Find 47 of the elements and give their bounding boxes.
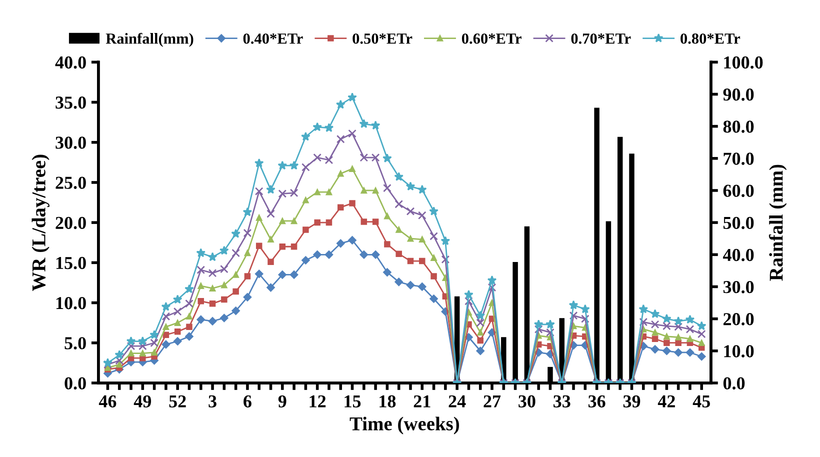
y2-tick-label: 20.0: [724, 313, 754, 326]
legend-label: Rainfall(mm): [106, 32, 194, 47]
y-tick-label: 15.0: [56, 256, 86, 270]
y-tick-label: 5.0: [64, 337, 86, 350]
x-tick-label: 18: [380, 395, 396, 408]
x-tick-label: 3: [208, 395, 216, 408]
legend-label: 0.60*ETr: [462, 33, 522, 44]
x-tick-label: 45: [692, 395, 710, 408]
x-tick-label: 27: [484, 395, 501, 408]
y-tick-label: 30.0: [56, 136, 86, 149]
y2-tick-label: 50.0: [723, 216, 754, 230]
x-tick-label: 39: [623, 395, 640, 408]
x-tick-label: 21: [414, 395, 430, 408]
y2-tick-label: 100.0: [724, 56, 763, 69]
y2-tick-label: 80.0: [723, 120, 754, 133]
y2-tick-label: 0.0: [723, 377, 745, 390]
legend-label: 0.70*ETr: [571, 33, 631, 44]
x-tick-label: 6: [244, 395, 252, 408]
y-axis-title: WR (L/day/tree): [32, 154, 50, 291]
x-tick-label: 12: [310, 395, 326, 408]
x-tick-label: 42: [658, 395, 675, 408]
y2-tick-label: 10.0: [724, 345, 754, 358]
y-tick-label: 25.0: [56, 176, 86, 189]
x-tick-label: 30: [518, 395, 536, 408]
x-tick-label: 36: [588, 395, 606, 408]
y-tick-label: 0.0: [64, 377, 86, 390]
y-tick-label: 20.0: [56, 216, 86, 230]
x-tick-label: 15: [344, 395, 361, 408]
x-axis-title: Time (weeks): [350, 416, 459, 434]
x-tick-label: 24: [448, 395, 466, 408]
x-tick-label: 52: [169, 395, 186, 408]
x-tick-label: 46: [98, 395, 116, 408]
legend-label: 0.40*ETr: [243, 33, 303, 44]
y2-axis-title: Rainfall (mm): [768, 164, 787, 281]
legend-label: 0.50*ETr: [352, 33, 412, 44]
x-tick-label: 33: [554, 395, 570, 408]
y-tick-label: 40.0: [55, 56, 86, 69]
y-tick-label: 35.0: [56, 96, 86, 109]
y2-tick-label: 60.0: [723, 184, 754, 197]
y2-tick-label: 90.0: [723, 88, 754, 101]
y2-tick-label: 70.0: [724, 152, 754, 165]
x-tick-label: 9: [278, 395, 286, 408]
y2-tick-label: 30.0: [723, 280, 754, 294]
y2-tick-label: 40.0: [722, 248, 754, 262]
y-tick-label: 10.0: [56, 297, 86, 310]
legend-label: 0.80*ETr: [680, 33, 740, 44]
x-tick-label: 49: [134, 395, 152, 408]
